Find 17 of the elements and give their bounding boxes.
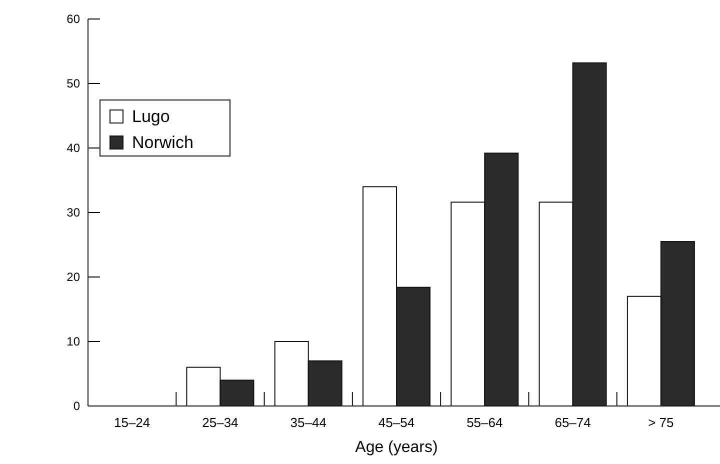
x-tick-label: 45–54 <box>378 415 415 430</box>
y-tick-label: 10 <box>66 334 80 348</box>
y-tick-label: 60 <box>66 12 80 26</box>
x-tick-label: 55–64 <box>466 415 503 430</box>
y-tick-label: 0 <box>73 398 80 413</box>
x-tick-label: 65–74 <box>554 415 591 430</box>
y-tick-label: 50 <box>66 76 80 90</box>
x-tick-label: 35–44 <box>290 415 326 430</box>
legend-label: Lugo <box>132 107 170 126</box>
legend-label: Norwich <box>132 133 194 152</box>
y-tick-label: 40 <box>66 140 80 155</box>
y-tick-label: 20 <box>66 270 80 284</box>
x-tick-label: 15–24 <box>114 415 150 430</box>
y-tick-label: 30 <box>66 205 80 220</box>
x-tick-label: 25–34 <box>202 415 238 430</box>
x-axis-title: Age (years) <box>355 439 438 456</box>
x-tick-label: > 75 <box>648 415 674 430</box>
